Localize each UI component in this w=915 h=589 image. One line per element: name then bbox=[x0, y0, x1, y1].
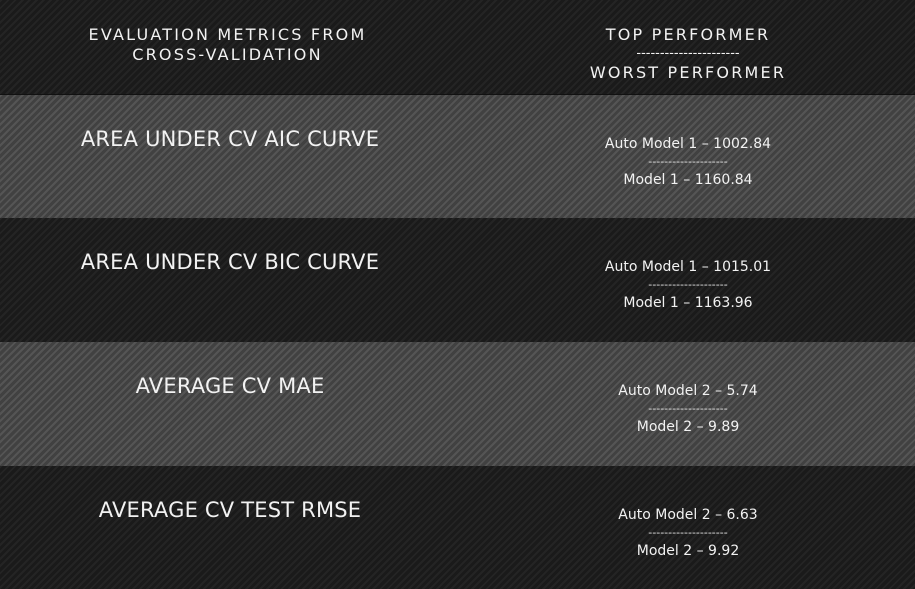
table-header: EVALUATION METRICS FROM CROSS-VALIDATION… bbox=[0, 0, 915, 95]
worst-performer-value: Model 1 – 1160.84 bbox=[623, 172, 753, 188]
top-performer-value: Auto Model 2 – 6.63 bbox=[618, 507, 758, 523]
performer-cell: Auto Model 1 – 1015.01 -----------------… bbox=[568, 258, 808, 312]
table-row: AREA UNDER CV AIC CURVE Auto Model 1 – 1… bbox=[0, 95, 915, 218]
performer-separator: -------------------- bbox=[648, 402, 728, 415]
worst-performer-value: Model 1 – 1163.96 bbox=[623, 295, 753, 311]
worst-performer-value: Model 2 – 9.89 bbox=[636, 419, 740, 435]
metric-column-header: EVALUATION METRICS FROM CROSS-VALIDATION bbox=[60, 25, 395, 65]
table-row: AREA UNDER CV BIC CURVE Auto Model 1 – 1… bbox=[0, 218, 915, 342]
performer-cell: Auto Model 1 – 1002.84 -----------------… bbox=[568, 135, 808, 189]
top-performer-value: Auto Model 2 – 5.74 bbox=[618, 383, 758, 399]
table-row: AVERAGE CV MAE Auto Model 2 – 5.74 -----… bbox=[0, 342, 915, 466]
metric-name: AREA UNDER CV BIC CURVE bbox=[80, 250, 380, 274]
performer-separator: -------------------- bbox=[648, 526, 728, 539]
performer-cell: Auto Model 2 – 6.63 --------------------… bbox=[568, 506, 808, 560]
performer-column-header: TOP PERFORMER ---------------------- WOR… bbox=[568, 25, 808, 83]
performer-separator: -------------------- bbox=[648, 278, 728, 291]
worst-performer-value: Model 2 – 9.92 bbox=[636, 543, 740, 559]
metric-header-line1: EVALUATION METRICS FROM bbox=[88, 25, 367, 44]
metric-header-line2: CROSS-VALIDATION bbox=[132, 45, 323, 64]
top-performer-value: Auto Model 1 – 1015.01 bbox=[604, 259, 772, 275]
top-performer-header: TOP PERFORMER bbox=[605, 25, 771, 44]
metric-name: AREA UNDER CV AIC CURVE bbox=[80, 127, 380, 151]
table-row: AVERAGE CV TEST RMSE Auto Model 2 – 6.63… bbox=[0, 466, 915, 589]
header-separator: ---------------------- bbox=[636, 46, 740, 61]
performer-cell: Auto Model 2 – 5.74 --------------------… bbox=[568, 382, 808, 436]
metric-name: AVERAGE CV MAE bbox=[135, 374, 325, 398]
top-performer-value: Auto Model 1 – 1002.84 bbox=[604, 136, 772, 152]
metric-name: AVERAGE CV TEST RMSE bbox=[98, 498, 362, 522]
worst-performer-header: WORST PERFORMER bbox=[589, 63, 787, 82]
performer-separator: -------------------- bbox=[648, 155, 728, 168]
